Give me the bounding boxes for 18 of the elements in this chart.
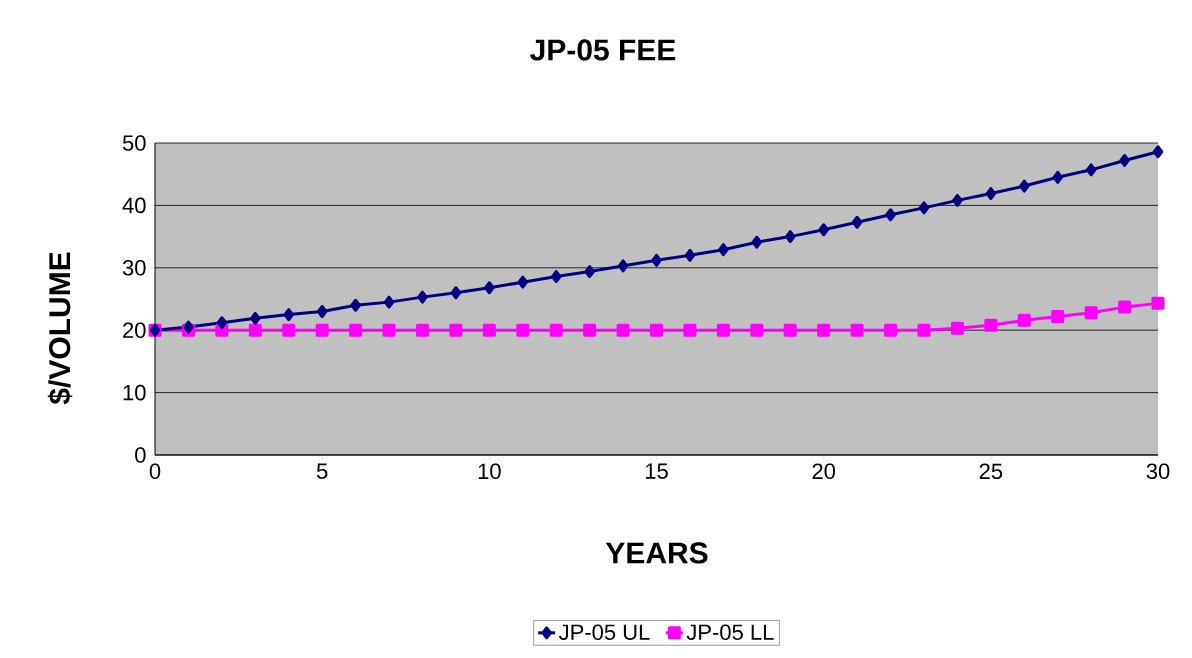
y-tick-label: 20 bbox=[123, 322, 146, 338]
x-tick-label: 25 bbox=[979, 463, 1003, 480]
legend-label: JP-05 UL bbox=[558, 624, 650, 640]
x-tick-label: 15 bbox=[645, 463, 668, 479]
x-tick-label: 0 bbox=[149, 463, 161, 480]
y-tick-label: 0 bbox=[135, 447, 146, 463]
y-tick-label: 50 bbox=[122, 135, 146, 151]
y-axis-title: $/VOLUME bbox=[47, 252, 73, 405]
x-axis-title: YEARS bbox=[605, 542, 708, 564]
y-tick-label: 40 bbox=[122, 197, 146, 214]
y-tick-label: 10 bbox=[123, 384, 146, 401]
legend-label: JP-05 LL bbox=[686, 624, 774, 640]
x-tick-label: 5 bbox=[316, 463, 328, 479]
x-tick-label: 20 bbox=[812, 463, 836, 480]
y-tick-label: 30 bbox=[122, 260, 146, 276]
x-tick-label: 30 bbox=[1146, 463, 1170, 480]
x-tick-label: 10 bbox=[478, 463, 501, 480]
chart-title: JP-05 FEE bbox=[530, 39, 676, 61]
